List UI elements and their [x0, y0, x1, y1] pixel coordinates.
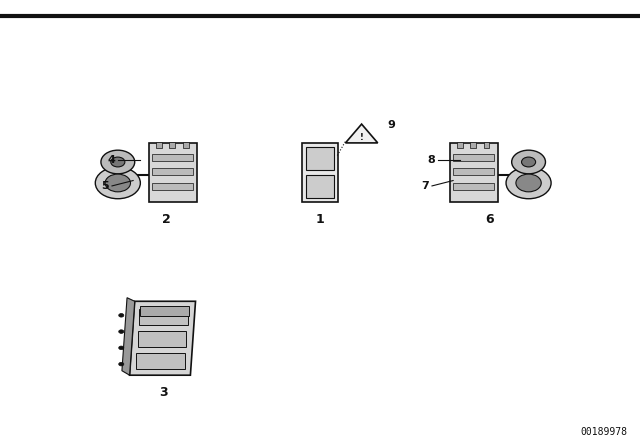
- Circle shape: [111, 157, 125, 167]
- Bar: [450, 143, 498, 202]
- Text: 00189978: 00189978: [580, 427, 627, 437]
- Bar: [156, 142, 162, 148]
- Polygon shape: [130, 302, 196, 375]
- Bar: [152, 183, 193, 190]
- Text: 4: 4: [108, 155, 115, 165]
- Text: 1: 1: [316, 213, 324, 226]
- Bar: [139, 309, 188, 325]
- Text: 8: 8: [428, 155, 435, 165]
- Bar: [453, 154, 494, 161]
- Circle shape: [119, 314, 124, 317]
- Circle shape: [95, 167, 140, 199]
- Circle shape: [101, 150, 135, 174]
- Text: 7: 7: [421, 181, 429, 191]
- Text: 2: 2: [162, 213, 171, 226]
- Bar: [136, 353, 185, 369]
- Bar: [149, 143, 197, 202]
- Polygon shape: [122, 298, 135, 375]
- Circle shape: [119, 362, 124, 366]
- Circle shape: [119, 346, 124, 349]
- Circle shape: [512, 150, 545, 174]
- Bar: [457, 142, 463, 148]
- Text: 3: 3: [159, 385, 168, 399]
- Circle shape: [119, 330, 124, 333]
- Bar: [453, 168, 494, 176]
- Bar: [138, 331, 186, 347]
- Bar: [170, 142, 175, 148]
- Circle shape: [522, 157, 536, 167]
- Bar: [484, 142, 490, 148]
- Text: 5: 5: [101, 181, 109, 191]
- Bar: [470, 142, 476, 148]
- Bar: [302, 143, 338, 202]
- Bar: [183, 142, 189, 148]
- Bar: [453, 183, 494, 190]
- Bar: [305, 147, 335, 169]
- Text: !: !: [360, 134, 364, 142]
- Circle shape: [105, 174, 131, 192]
- Bar: [152, 154, 193, 161]
- Bar: [305, 176, 335, 198]
- Text: 9: 9: [387, 121, 395, 130]
- Polygon shape: [346, 124, 378, 143]
- Bar: [152, 168, 193, 176]
- Circle shape: [516, 174, 541, 192]
- Text: 6: 6: [485, 213, 494, 226]
- Circle shape: [506, 167, 551, 199]
- Bar: [140, 306, 189, 316]
